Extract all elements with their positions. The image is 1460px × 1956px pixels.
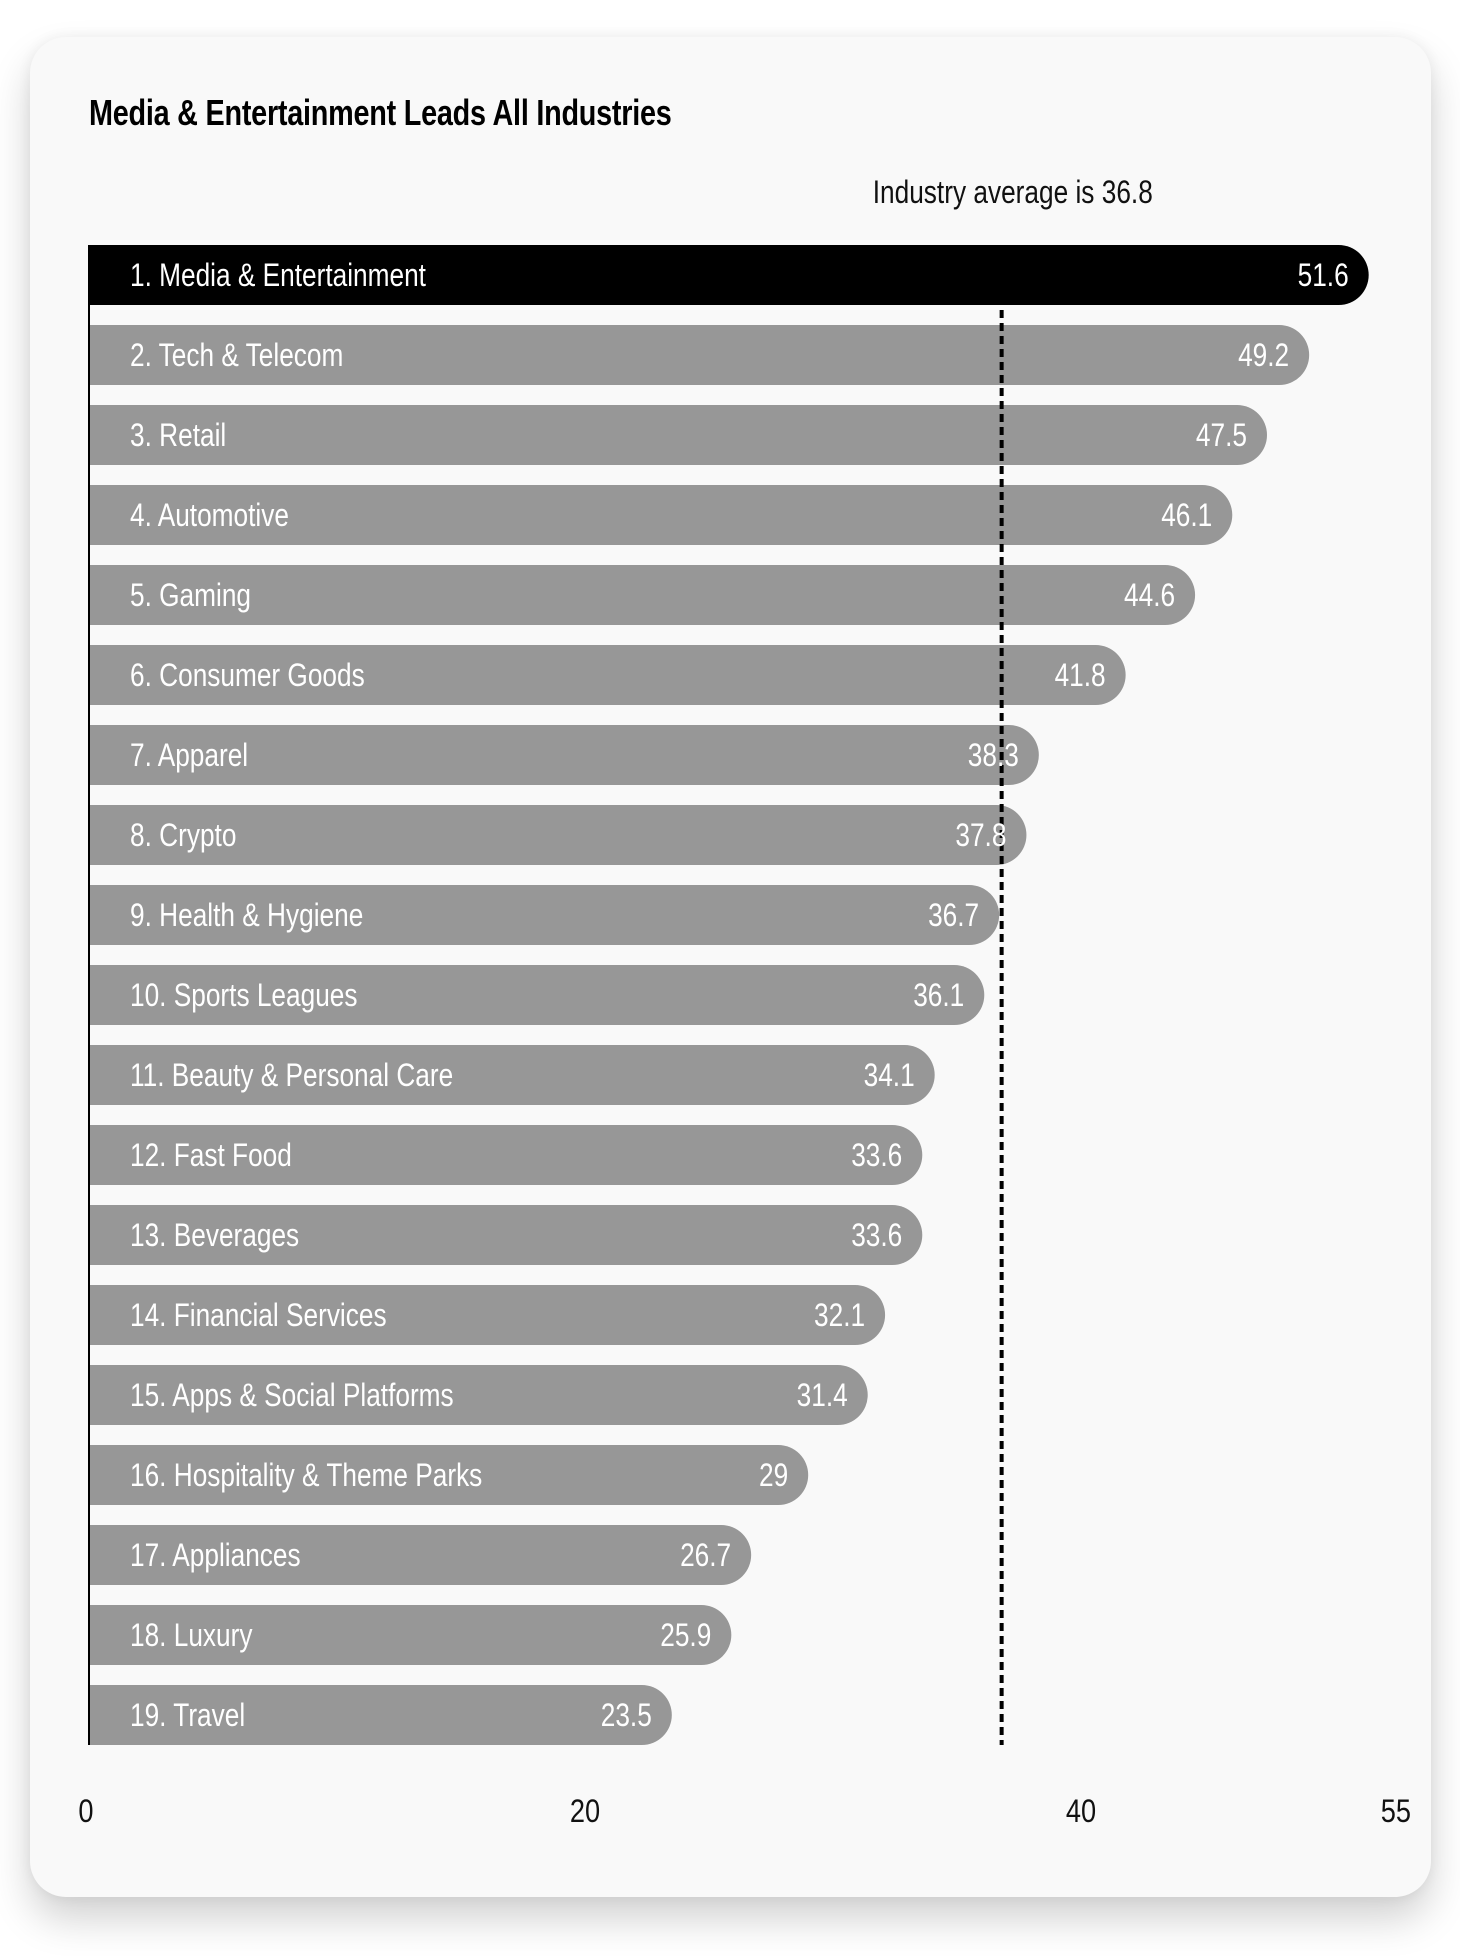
bar-category-label: 15. Apps & Social Platforms	[130, 1379, 454, 1414]
bar	[89, 645, 1126, 705]
bar-value-label: 29	[759, 1459, 788, 1494]
bar	[89, 405, 1267, 465]
bar-value-label: 47.5	[1196, 419, 1247, 454]
bar-category-label: 4. Automotive	[130, 499, 289, 534]
bar-value-label: 23.5	[601, 1699, 652, 1734]
bar-category-label: 3. Retail	[130, 419, 226, 454]
bar-category-label: 10. Sports Leagues	[130, 979, 357, 1014]
bar-category-label: 16. Hospitality & Theme Parks	[130, 1459, 482, 1494]
bar-category-label: 8. Crypto	[130, 819, 236, 854]
x-tick-label: 20	[570, 1794, 600, 1830]
bar	[89, 1045, 935, 1105]
bar-category-label: 5. Gaming	[130, 579, 251, 614]
bar-value-label: 41.8	[1055, 659, 1106, 694]
bar-value-label: 34.1	[864, 1059, 915, 1094]
bar-category-label: 18. Luxury	[130, 1619, 253, 1654]
bar-value-label: 36.7	[928, 899, 979, 934]
bar	[89, 1525, 752, 1585]
bar	[89, 565, 1196, 625]
average-line-label: Industry average is 36.8	[842, 174, 1162, 211]
bar-category-label: 11. Beauty & Personal Care	[130, 1059, 453, 1094]
bar-value-label: 26.7	[680, 1539, 731, 1574]
bar	[89, 485, 1233, 545]
bar-category-label: 17. Appliances	[130, 1539, 301, 1574]
bar-value-label: 38.3	[968, 739, 1019, 774]
bar-value-label: 31.4	[797, 1379, 848, 1414]
bar	[89, 1205, 923, 1265]
bar	[89, 325, 1310, 385]
bar-value-label: 25.9	[660, 1619, 711, 1654]
bar-category-label: 9. Health & Hygiene	[130, 899, 363, 934]
x-tick-label: 40	[1066, 1794, 1096, 1830]
bar-value-label: 33.6	[851, 1219, 902, 1254]
bar	[89, 1685, 672, 1745]
bar	[89, 1605, 732, 1665]
bar	[89, 965, 985, 1025]
bar-category-label: 14. Financial Services	[130, 1299, 387, 1334]
bar	[89, 1365, 868, 1425]
bar	[89, 245, 1369, 305]
bar-value-label: 46.1	[1161, 499, 1212, 534]
bar-value-label: 37.8	[955, 819, 1006, 854]
bar-value-label: 44.6	[1124, 579, 1175, 614]
bar	[89, 885, 1000, 945]
x-tick-label: 55	[1381, 1794, 1411, 1830]
bar-category-label: 19. Travel	[130, 1699, 245, 1734]
bar	[89, 805, 1027, 865]
bar	[89, 1125, 923, 1185]
bar	[89, 725, 1039, 785]
x-tick-label: 0	[78, 1794, 93, 1830]
bar-category-label: 12. Fast Food	[130, 1139, 292, 1174]
bar-value-label: 51.6	[1298, 259, 1349, 294]
bar	[89, 1285, 886, 1345]
bar-category-label: 2. Tech & Telecom	[130, 339, 343, 374]
average-line-label-text: Industry average is 36.8	[872, 174, 1153, 210]
bar-value-label: 32.1	[814, 1299, 865, 1334]
chart-title: Media & Entertainment Leads All Industri…	[89, 92, 672, 133]
bar-category-label: 6. Consumer Goods	[130, 659, 365, 694]
bar-value-label: 36.1	[913, 979, 964, 1014]
bar-category-label: 1. Media & Entertainment	[130, 259, 426, 294]
bar-category-label: 7. Apparel	[130, 739, 248, 774]
bar	[89, 1445, 809, 1505]
bar-category-label: 13. Beverages	[130, 1219, 299, 1254]
bar-value-label: 33.6	[851, 1139, 902, 1174]
bar-value-label: 49.2	[1238, 339, 1289, 374]
